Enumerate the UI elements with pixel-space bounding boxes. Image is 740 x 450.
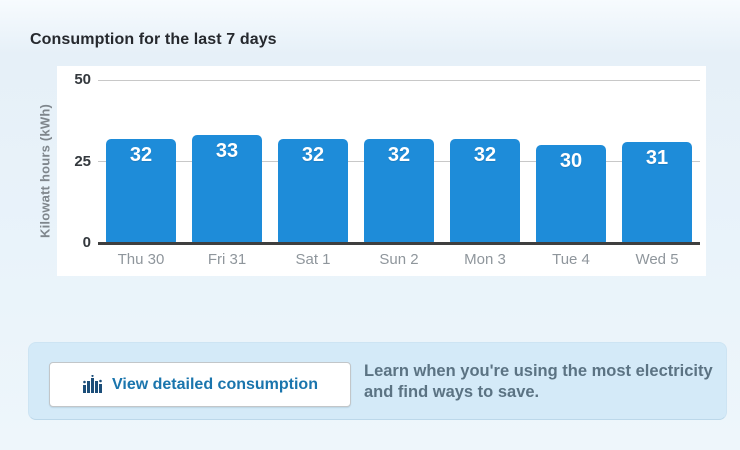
bar-value-label: 30 [559,150,583,173]
y-axis-label: Kilowatt hours (kWh) [37,104,53,238]
x-tick-sun-2: Sun 2 [379,251,419,268]
bar-value-label: 33 [215,140,239,163]
x-axis-baseline [98,242,700,245]
view-detailed-consumption-label: View detailed consumption [112,375,318,393]
bar-value-label: 31 [645,146,669,169]
x-tick-wed-5: Wed 5 [635,251,679,268]
bar-thu-30[interactable]: 32 [106,138,176,243]
cta-info-text: Learn when you're using the most electri… [364,362,713,401]
chart-title: Consumption for the last 7 days [30,31,277,48]
x-tick-tue-4: Tue 4 [552,251,590,268]
y-tick-0: 0 [82,234,91,251]
chart-plot-area: 0 25 50 32 Thu 30 33 Fri 31 32 Sat 1 32 Sun 2 32 Mon… [57,66,706,276]
bar-value-label: 32 [129,143,153,166]
bar-sat-1[interactable]: 32 [278,138,348,243]
gridline-50 [98,79,700,81]
bar-tue-4[interactable]: 30 [536,145,606,243]
bar-value-label: 32 [387,143,411,166]
bar-value-label: 32 [473,143,497,166]
x-tick-fri-31: Fri 31 [207,251,247,268]
x-tick-thu-30: Thu 30 [117,251,165,268]
cta-panel: View detailed consumption Learn when you… [28,342,727,420]
bar-fri-31[interactable]: 33 [192,135,262,243]
view-detailed-consumption-button[interactable]: View detailed consumption [49,362,351,407]
y-tick-50: 50 [74,71,91,88]
bar-value-label: 32 [301,143,325,166]
x-tick-mon-3: Mon 3 [464,251,506,268]
consumption-bar-chart: 0 25 50 32 Thu 30 33 Fri 31 32 Sat 1 32 Sun 2 32 Mon… [57,66,706,276]
y-tick-25: 25 [74,152,91,170]
bar-mon-3[interactable]: 32 [450,138,520,243]
bar-sun-2[interactable]: 32 [364,138,434,243]
x-tick-sat-1: Sat 1 [295,251,331,268]
bar-chart-icon [82,374,103,395]
bar-wed-5[interactable]: 31 [622,141,692,243]
